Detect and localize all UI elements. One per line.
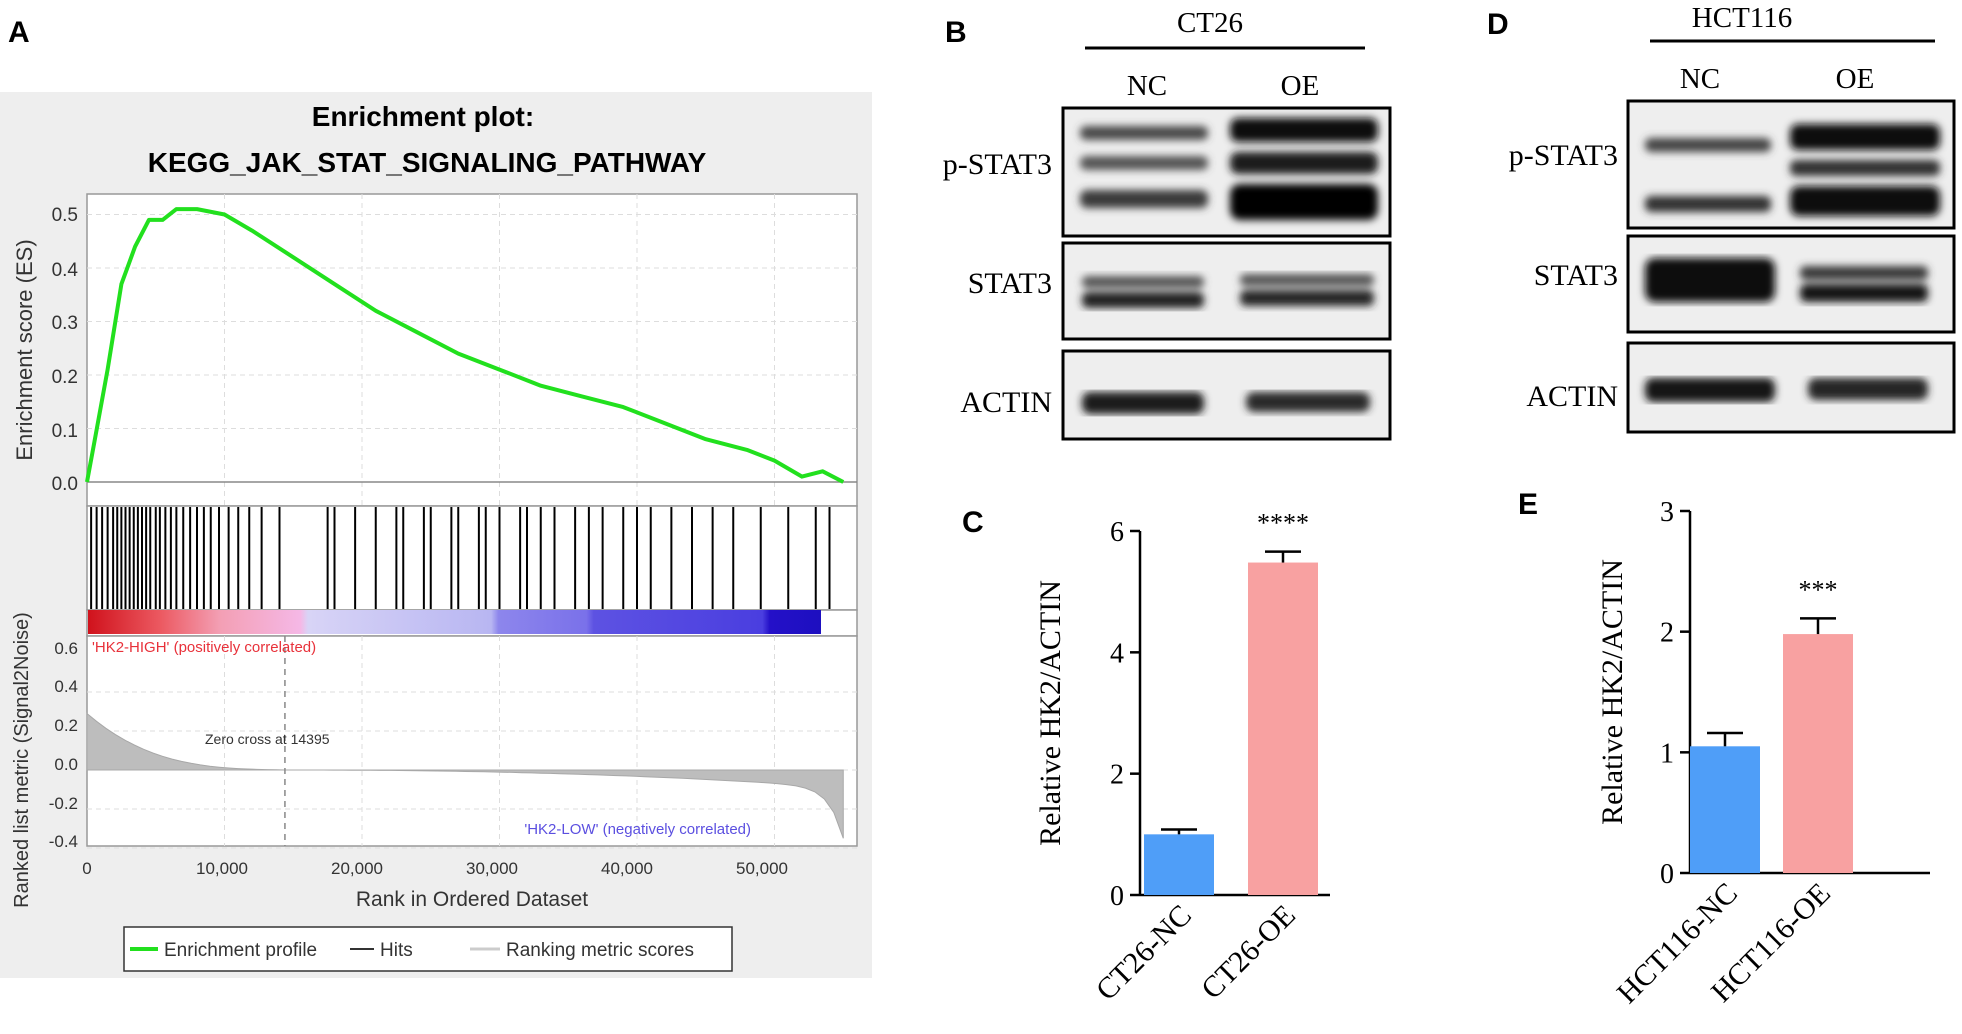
- ct26-actin-blot: [1061, 349, 1392, 441]
- ct26-pstat3-blot: [1061, 106, 1392, 238]
- hct116-blot-title: HCT116: [1692, 2, 1792, 34]
- legend-box: [123, 926, 733, 972]
- panel-label-c: C: [962, 506, 984, 539]
- rank-color-bar: [88, 610, 821, 634]
- panel-label-b: B: [945, 16, 967, 49]
- enrichment-profile-line: [85, 207, 845, 484]
- metric-ytick: -0.4: [49, 832, 78, 851]
- hct116-stat3-blot: [1626, 234, 1956, 334]
- bar-ytick-label: 2: [1660, 618, 1674, 649]
- hct116-row-stat3: STAT3: [1534, 259, 1618, 292]
- hct116-row-actin: ACTIN: [1526, 380, 1618, 413]
- es-y-ticks: 0.5 0.4 0.3 0.2 0.1 0.0: [52, 205, 79, 495]
- bar: [1783, 634, 1853, 873]
- hct116-row-pstat3: p-STAT3: [1509, 139, 1618, 172]
- metric-y-axis-label: Ranked list metric (Signal2Noise): [11, 612, 33, 908]
- ct26-lane-oe: OE: [1281, 70, 1320, 102]
- ct26-blot-title: CT26: [1177, 7, 1243, 39]
- hits-panel: [86, 505, 858, 611]
- gsea-title-line1: Enrichment plot:: [312, 101, 534, 132]
- ct26-row-actin: ACTIN: [960, 386, 1052, 419]
- gsea-xtick: 50,000: [736, 859, 788, 878]
- hk2-high-label: 'HK2-HIGH' (positively correlated): [92, 639, 316, 656]
- legend-metric-label: Ranking metric scores: [506, 940, 694, 961]
- hct116-lane-nc: NC: [1680, 63, 1720, 95]
- legend-profile-label: Enrichment profile: [164, 940, 317, 961]
- gsea-legend: Enrichment profile Hits Ranking metric s…: [123, 926, 733, 972]
- ct26-lane-nc: NC: [1127, 70, 1167, 102]
- bar: [1144, 834, 1214, 895]
- metric-ytick: 0.6: [54, 639, 78, 658]
- ranking-metric-area: [86, 712, 844, 839]
- es-ytick: 0.3: [52, 313, 78, 334]
- gsea-x-axis-label: Rank in Ordered Dataset: [356, 888, 588, 911]
- significance-label: ****: [1257, 509, 1309, 538]
- panel-label-d: D: [1487, 8, 1509, 41]
- gsea-xtick: 30,000: [466, 859, 518, 878]
- bar-ytick-label: 0: [1110, 881, 1124, 912]
- bar-y-axis-label: Relative HK2/ACTIN: [1034, 580, 1067, 846]
- metric-ytick: 0.2: [54, 716, 78, 735]
- ct26-row-pstat3: p-STAT3: [943, 148, 1052, 181]
- gsea-xtick: 0: [82, 859, 91, 878]
- bar-ytick-label: 6: [1110, 517, 1124, 548]
- bar-ytick-label: 0: [1660, 859, 1674, 890]
- es-plot-area: [86, 193, 858, 507]
- panel-label-e: E: [1518, 488, 1538, 521]
- es-ytick: 0.2: [52, 367, 78, 388]
- hk2-low-label: 'HK2-LOW' (negatively correlated): [524, 821, 751, 838]
- bar-ytick-label: 2: [1110, 760, 1124, 791]
- bar: [1690, 746, 1760, 873]
- bar-ytick-label: 4: [1110, 638, 1124, 669]
- gsea-xtick: 40,000: [601, 859, 653, 878]
- zero-cross-label: Zero cross at 14395: [205, 731, 330, 747]
- es-ytick: 0.4: [52, 260, 79, 281]
- hit-lines: [90, 507, 831, 609]
- es-ytick: 0.0: [52, 474, 78, 495]
- es-ytick: 0.5: [52, 205, 78, 226]
- bar-category-label: CT26-NC: [1090, 899, 1198, 1007]
- hct116-pstat3-blot: [1626, 99, 1956, 230]
- gsea-xtick: 20,000: [331, 859, 383, 878]
- metric-ytick: 0.4: [54, 677, 78, 696]
- es-ytick: 0.1: [52, 421, 78, 442]
- panel-label-a: A: [8, 16, 30, 49]
- metric-plot-area: [86, 635, 858, 847]
- hct116-actin-blot: [1626, 341, 1956, 434]
- gsea-title-line2: KEGG_JAK_STAT_SIGNALING_PATHWAY: [148, 147, 707, 178]
- hct116-lane-oe: OE: [1836, 63, 1875, 95]
- ct26-row-stat3: STAT3: [968, 267, 1052, 300]
- significance-label: ***: [1799, 575, 1838, 604]
- metric-ytick: -0.2: [49, 794, 78, 813]
- bar-y-axis-label: Relative HK2/ACTIN: [1596, 559, 1629, 825]
- bar-ytick-label: 3: [1660, 497, 1674, 528]
- legend-hits-label: Hits: [380, 940, 413, 961]
- metric-ytick: 0.0: [54, 755, 78, 774]
- es-y-axis-label: Enrichment score (ES): [12, 239, 37, 460]
- metric-y-ticks: 0.6 0.4 0.2 0.0 -0.2 -0.4: [49, 639, 78, 851]
- bar-category-label: CT26-OE: [1195, 899, 1302, 1006]
- gsea-xtick: 10,000: [196, 859, 248, 878]
- gsea-x-ticks: 0 10,000 20,000 30,000 40,000 50,000: [82, 859, 788, 878]
- bar: [1248, 562, 1318, 895]
- bar-ytick-label: 1: [1660, 738, 1674, 769]
- ct26-stat3-blot: [1061, 241, 1392, 341]
